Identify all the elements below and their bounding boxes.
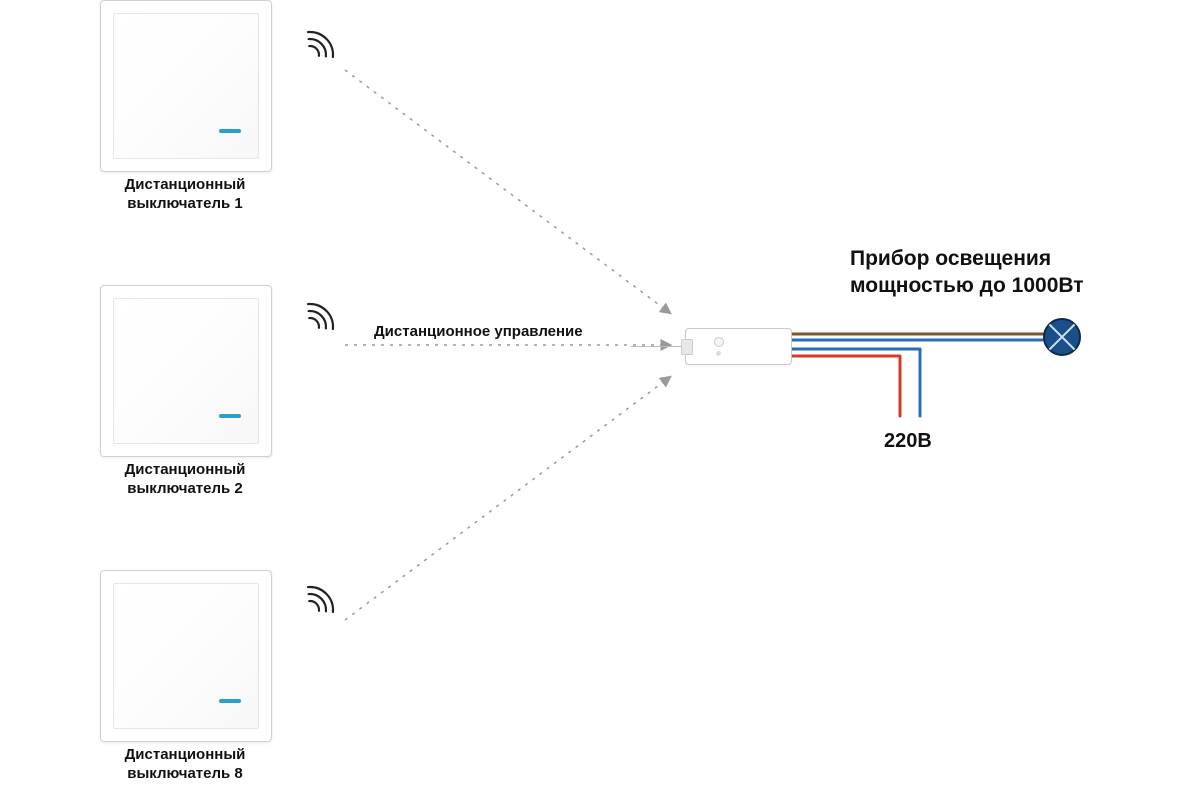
receiver-antenna [631,346,686,347]
lighting-device-title: Прибор освещения мощностью до 1000Вт [850,245,1084,300]
receiver-module [685,328,792,365]
switch-label-1: Дистанционныйвыключатель 1 [85,176,285,214]
remote-switch-2 [100,285,272,457]
switch-led-8 [219,699,241,703]
title-line-2: мощностью до 1000Вт [850,274,1084,297]
remote-switch-8 [100,570,272,742]
voltage-label: 220В [884,430,932,453]
receiver-led [716,351,721,356]
remote-switch-1 [100,0,272,172]
switch-label-2: Дистанционныйвыключатель 2 [85,461,285,499]
receiver-plug [681,339,693,355]
diagram-canvas: Дистанционныйвыключатель 1 Дистанционный… [0,0,1200,800]
remote-control-label: Дистанционное управление [374,323,583,340]
switch-label-8: Дистанционныйвыключатель 8 [85,746,285,784]
title-line-1: Прибор освещения [850,247,1051,270]
switch-led-1 [219,129,241,133]
receiver-button [714,337,724,347]
switch-led-2 [219,414,241,418]
